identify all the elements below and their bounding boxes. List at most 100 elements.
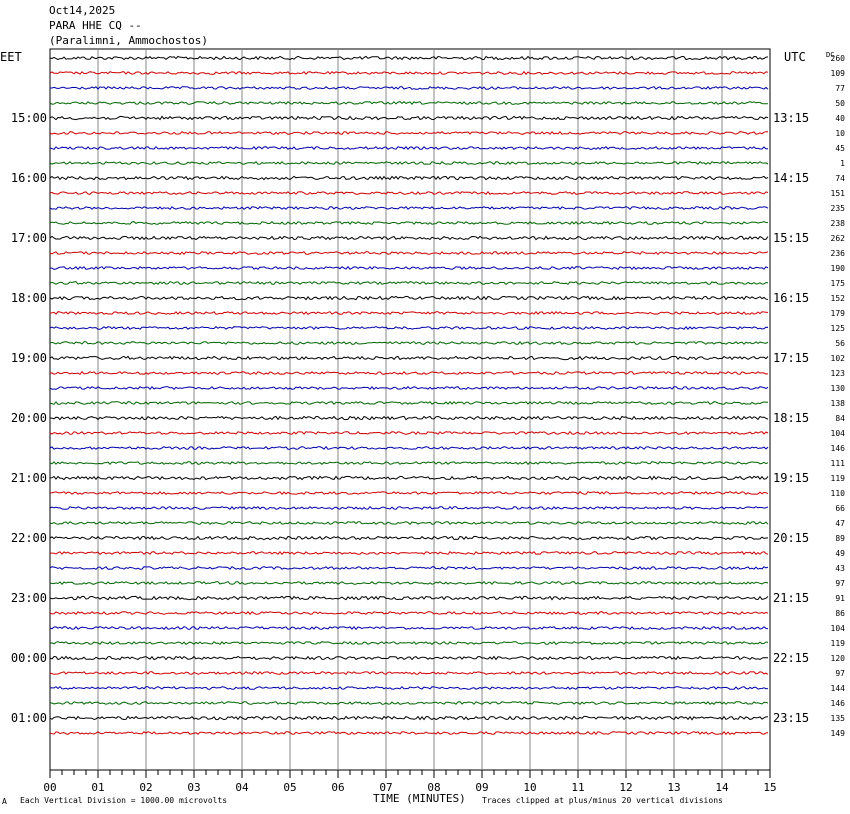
dc-offset-label: 236 xyxy=(831,249,846,258)
dc-offset-label: 49 xyxy=(835,549,845,558)
right-time-label: 17:15 xyxy=(773,351,809,365)
seismic-trace xyxy=(49,550,769,556)
left-time-label: 15:00 xyxy=(11,111,47,125)
dc-offset-label: 77 xyxy=(835,84,845,93)
dc-offset-label: 130 xyxy=(831,384,846,393)
seismic-trace xyxy=(49,580,769,586)
dc-offset-label: 262 xyxy=(831,234,846,243)
seismic-trace xyxy=(49,190,769,195)
seismic-trace xyxy=(49,491,769,495)
left-time-label: 17:00 xyxy=(11,231,47,245)
seismic-trace xyxy=(49,235,769,241)
dc-offset-label: 40 xyxy=(835,114,845,123)
left-timezone-label: EET xyxy=(0,50,22,64)
seismic-trace xyxy=(49,205,769,211)
seismic-trace xyxy=(49,131,769,135)
x-tick-label: 12 xyxy=(619,781,632,794)
seismic-trace xyxy=(49,101,769,106)
dc-offset-label: 84 xyxy=(835,414,845,423)
seismic-trace xyxy=(49,355,769,361)
dc-offset-label: 45 xyxy=(835,144,845,153)
seismic-trace xyxy=(49,505,769,510)
right-timezone-label: UTC xyxy=(784,50,806,64)
x-tick-label: 14 xyxy=(715,781,729,794)
dc-offset-label: 74 xyxy=(835,174,845,183)
dc-offset-label: 135 xyxy=(831,714,846,723)
dc-offset-label: 110 xyxy=(831,489,846,498)
right-time-label: 22:15 xyxy=(773,651,809,665)
right-time-label: 23:15 xyxy=(773,711,809,725)
seismic-trace xyxy=(49,175,769,181)
plot-frame xyxy=(49,48,771,771)
seismic-trace xyxy=(49,535,769,541)
left-time-label: 18:00 xyxy=(11,291,47,305)
seismic-trace xyxy=(49,386,769,391)
dc-offset-label: 109 xyxy=(831,69,846,78)
seismic-trace xyxy=(49,55,769,61)
left-time-label: 01:00 xyxy=(11,711,47,725)
dc-offset-label: 235 xyxy=(831,204,846,213)
x-tick-label: 02 xyxy=(139,781,152,794)
dc-offset-label: 260 xyxy=(831,54,846,63)
dc-offset-label: 91 xyxy=(835,594,845,603)
seismic-trace xyxy=(49,595,769,601)
seismic-trace xyxy=(50,86,769,90)
x-tick-label: 07 xyxy=(379,781,392,794)
corner-mark: A xyxy=(2,797,7,806)
dc-offset-label: 138 xyxy=(831,399,846,408)
dc-offset-label: 119 xyxy=(831,639,846,648)
dc-header-label: DC xyxy=(826,51,834,59)
station-label: PARA HHE CQ -- xyxy=(49,19,142,32)
seismic-trace xyxy=(49,625,769,631)
location-label: (Paralimni, Ammochostos) xyxy=(49,34,208,47)
x-tick-label: 06 xyxy=(331,781,344,794)
right-time-label: 15:15 xyxy=(773,231,809,245)
x-tick-label: 13 xyxy=(667,781,680,794)
seismic-trace xyxy=(49,145,769,151)
dc-offset-label: 151 xyxy=(831,189,846,198)
x-tick-label: 09 xyxy=(475,781,488,794)
seismic-trace xyxy=(49,160,769,165)
dc-offset-label: 149 xyxy=(831,729,846,738)
seismic-trace xyxy=(49,610,769,616)
dc-offset-label: 10 xyxy=(835,129,845,138)
seismic-trace xyxy=(49,70,769,75)
seismic-trace xyxy=(49,326,769,331)
dc-offset-label: 125 xyxy=(831,324,846,333)
dc-offset-label: 50 xyxy=(835,99,845,108)
x-tick-label: 15 xyxy=(763,781,776,794)
dc-offset-label: 104 xyxy=(831,429,846,438)
date-label: Oct14,2025 xyxy=(49,4,116,17)
left-time-label: 23:00 xyxy=(11,591,47,605)
left-time-label: 20:00 xyxy=(11,411,47,425)
seismic-trace xyxy=(49,655,768,661)
right-time-label: 20:15 xyxy=(773,531,809,545)
left-time-label: 00:00 xyxy=(11,651,47,665)
dc-offset-label: 190 xyxy=(831,264,846,273)
left-time-label: 19:00 xyxy=(11,351,47,365)
dc-offset-label: 146 xyxy=(831,699,846,708)
dc-offset-label: 175 xyxy=(831,279,846,288)
seismic-trace xyxy=(49,295,769,301)
dc-offset-label: 47 xyxy=(835,519,845,528)
x-tick-label: 10 xyxy=(523,781,536,794)
seismic-trace xyxy=(49,281,769,286)
x-tick-label: 00 xyxy=(43,781,56,794)
x-axis-title: TIME (MINUTES) xyxy=(373,792,466,805)
dc-offset-label: 89 xyxy=(835,534,845,543)
left-time-label: 21:00 xyxy=(11,471,47,485)
dc-offset-label: 152 xyxy=(831,294,846,303)
seismic-trace xyxy=(49,220,769,225)
x-tick-label: 01 xyxy=(91,781,104,794)
seismic-trace xyxy=(49,715,769,721)
x-tick-label: 03 xyxy=(187,781,200,794)
dc-offset-label: 119 xyxy=(831,474,846,483)
clip-note: Traces clipped at plus/minus 20 vertical… xyxy=(482,796,723,805)
seismic-trace xyxy=(49,400,769,405)
dc-offset-label: 56 xyxy=(835,339,845,348)
dc-offset-label: 66 xyxy=(835,504,845,513)
seismic-trace xyxy=(49,415,769,421)
seismic-trace xyxy=(49,685,769,690)
seismic-trace xyxy=(49,250,769,256)
seismic-trace xyxy=(49,430,769,435)
